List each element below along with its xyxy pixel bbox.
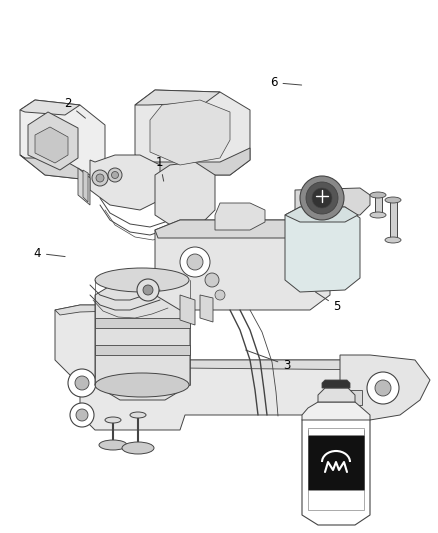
Circle shape [92, 170, 108, 186]
Polygon shape [95, 318, 190, 328]
Polygon shape [308, 490, 364, 510]
Circle shape [68, 369, 96, 397]
Text: 3: 3 [246, 350, 290, 372]
Polygon shape [155, 220, 330, 310]
Polygon shape [135, 90, 220, 105]
Polygon shape [302, 415, 370, 525]
Text: 4: 4 [33, 247, 65, 260]
Polygon shape [318, 388, 355, 402]
Polygon shape [285, 207, 358, 222]
Text: 2: 2 [64, 98, 85, 118]
Polygon shape [20, 155, 90, 180]
Polygon shape [35, 127, 68, 163]
Polygon shape [78, 168, 90, 205]
Polygon shape [55, 305, 400, 375]
Polygon shape [135, 148, 250, 175]
Polygon shape [295, 188, 370, 215]
Ellipse shape [95, 373, 189, 397]
Polygon shape [90, 155, 160, 210]
Polygon shape [55, 305, 400, 430]
Polygon shape [20, 100, 105, 180]
Circle shape [306, 182, 338, 214]
Ellipse shape [130, 412, 146, 418]
Ellipse shape [105, 417, 121, 423]
Polygon shape [155, 220, 328, 238]
Polygon shape [95, 280, 190, 400]
Circle shape [367, 372, 399, 404]
Circle shape [112, 172, 119, 179]
Polygon shape [285, 207, 360, 292]
Circle shape [180, 247, 210, 277]
Polygon shape [155, 162, 215, 228]
Polygon shape [340, 355, 430, 420]
Circle shape [70, 403, 94, 427]
Polygon shape [95, 345, 190, 355]
Circle shape [375, 380, 391, 396]
Text: 5: 5 [315, 292, 341, 313]
Ellipse shape [370, 212, 386, 218]
Ellipse shape [385, 237, 401, 243]
Polygon shape [20, 100, 80, 115]
Circle shape [143, 285, 153, 295]
Polygon shape [390, 200, 397, 240]
Circle shape [96, 174, 104, 182]
Circle shape [137, 279, 159, 301]
Circle shape [75, 376, 89, 390]
Circle shape [205, 273, 219, 287]
Circle shape [76, 409, 88, 421]
Polygon shape [28, 112, 78, 170]
Text: 6: 6 [270, 76, 302, 89]
Polygon shape [322, 380, 350, 388]
Circle shape [108, 168, 122, 182]
Polygon shape [302, 402, 370, 420]
Polygon shape [345, 390, 362, 405]
Polygon shape [180, 295, 195, 325]
Polygon shape [375, 195, 382, 215]
Circle shape [300, 176, 344, 220]
Polygon shape [83, 170, 88, 202]
Ellipse shape [370, 192, 386, 198]
Text: 1: 1 [156, 156, 164, 181]
Polygon shape [135, 90, 250, 175]
Circle shape [187, 254, 203, 270]
Polygon shape [150, 100, 230, 165]
Ellipse shape [122, 442, 154, 454]
Polygon shape [308, 430, 364, 490]
Polygon shape [308, 428, 364, 435]
Polygon shape [200, 295, 213, 322]
Circle shape [312, 188, 332, 208]
Polygon shape [215, 203, 265, 230]
Ellipse shape [385, 197, 401, 203]
Ellipse shape [95, 268, 189, 292]
Ellipse shape [99, 440, 127, 450]
Circle shape [215, 290, 225, 300]
